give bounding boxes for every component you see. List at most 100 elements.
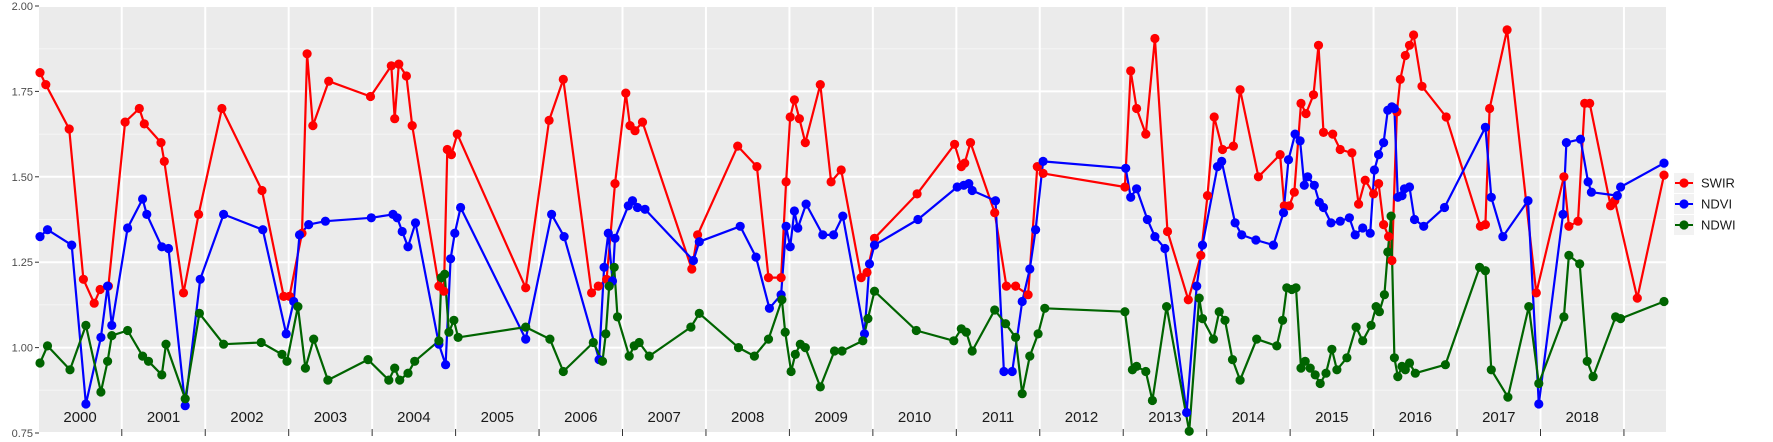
data-point-swir	[1384, 232, 1394, 242]
data-point-ndwi	[293, 302, 303, 312]
data-point-ndwi	[858, 336, 868, 346]
data-point-ndwi	[1410, 368, 1420, 378]
legend-key-point-swir	[1679, 178, 1689, 188]
data-point-ndwi	[749, 351, 760, 361]
data-point-swir	[1395, 74, 1405, 84]
y-tick-label: 1.00	[12, 343, 33, 355]
data-point-swir	[1347, 148, 1357, 158]
data-point-swir	[1235, 85, 1245, 95]
data-point-ndwi	[1227, 355, 1238, 365]
data-point-ndwi	[35, 358, 45, 368]
data-point-ndvi	[441, 360, 451, 370]
data-point-ndwi	[1366, 320, 1376, 330]
data-point-ndwi	[444, 327, 454, 337]
data-point-ndvi	[1142, 214, 1152, 225]
data-point-swir	[776, 273, 786, 283]
data-point-swir	[763, 273, 774, 283]
data-point-ndwi	[434, 336, 444, 346]
data-point-ndwi	[410, 356, 420, 366]
data-point-ndvi	[1299, 180, 1309, 190]
legend: SWIR NDVI NDWI	[1674, 173, 1736, 235]
data-point-ndwi	[961, 327, 971, 337]
data-point-swir	[1318, 127, 1329, 137]
data-point-ndvi	[785, 242, 795, 252]
legend-key-point-ndvi	[1679, 199, 1689, 209]
data-point-swir	[610, 179, 620, 189]
data-point-ndvi	[1561, 138, 1571, 148]
data-point-swir	[1313, 40, 1324, 50]
data-point-ndwi	[309, 334, 319, 344]
data-point-swir	[1196, 250, 1206, 260]
data-point-ndvi	[864, 259, 875, 269]
year-label: 2015	[1315, 409, 1348, 426]
data-point-swir	[1289, 187, 1299, 197]
data-point-ndvi	[1230, 218, 1240, 228]
data-point-ndvi	[801, 199, 811, 209]
data-point-ndwi	[1389, 353, 1399, 363]
data-point-ndvi	[610, 233, 620, 243]
data-point-swir	[826, 177, 836, 187]
data-point-swir	[794, 114, 805, 124]
data-point-ndvi	[320, 216, 330, 226]
data-point-swir	[1404, 40, 1415, 50]
data-point-ndvi	[195, 274, 205, 284]
y-tick-label: 2.00	[12, 1, 33, 13]
data-point-ndvi	[1558, 209, 1568, 219]
data-point-swir	[1387, 255, 1397, 266]
data-point-ndwi	[1616, 314, 1626, 324]
data-point-ndwi	[1194, 293, 1204, 303]
year-label: 2004	[397, 409, 430, 426]
data-point-ndwi	[990, 305, 1000, 315]
data-point-ndvi	[1379, 138, 1389, 148]
data-point-ndvi	[392, 213, 402, 223]
data-point-swir	[89, 298, 99, 308]
data-point-swir	[257, 185, 267, 196]
data-point-swir	[64, 124, 74, 134]
data-point-swir	[621, 88, 631, 98]
data-point-ndwi	[777, 295, 787, 305]
data-point-ndvi	[1182, 407, 1192, 418]
data-point-ndwi	[194, 308, 204, 318]
data-point-ndwi	[1486, 365, 1496, 375]
data-point-ndwi	[1342, 353, 1352, 363]
data-point-swir	[1228, 141, 1238, 151]
data-point-swir	[156, 138, 166, 148]
data-point-swir	[521, 283, 531, 293]
data-point-ndwi	[1503, 392, 1513, 402]
data-point-ndvi	[1303, 172, 1313, 182]
data-point-swir	[1480, 220, 1490, 230]
data-point-ndwi	[1033, 329, 1043, 339]
data-point-ndvi	[219, 209, 229, 219]
data-point-swir	[800, 138, 810, 148]
data-point-swir	[1573, 216, 1583, 226]
data-point-swir	[1126, 66, 1136, 76]
data-point-ndwi	[1310, 370, 1320, 380]
data-point-swir	[446, 150, 456, 160]
data-point-swir	[217, 103, 227, 114]
year-label: 2002	[230, 409, 263, 426]
data-point-swir	[194, 209, 204, 219]
data-point-ndwi	[1162, 302, 1172, 312]
data-point-ndwi	[1358, 336, 1368, 346]
data-point-swir	[815, 80, 825, 90]
year-label: 2011	[982, 409, 1014, 426]
data-point-ndwi	[449, 315, 459, 325]
data-point-ndwi	[1351, 322, 1361, 332]
data-point-ndwi	[1440, 360, 1450, 370]
data-point-ndwi	[1132, 361, 1142, 371]
data-point-ndwi	[869, 286, 880, 296]
data-point-ndvi	[103, 281, 113, 291]
data-point-ndwi	[763, 334, 774, 344]
data-point-ndvi	[138, 194, 148, 204]
data-point-ndwi	[634, 337, 644, 348]
year-dividers	[120, 6, 1625, 436]
data-point-ndvi	[751, 252, 761, 262]
data-point-ndwi	[96, 387, 106, 397]
data-point-ndvi	[735, 221, 745, 231]
data-point-ndwi	[103, 356, 113, 366]
data-point-ndwi	[967, 346, 977, 356]
data-point-swir	[35, 68, 45, 78]
data-point-ndwi	[558, 366, 568, 377]
data-point-swir	[302, 49, 312, 59]
data-point-swir	[1183, 295, 1193, 305]
